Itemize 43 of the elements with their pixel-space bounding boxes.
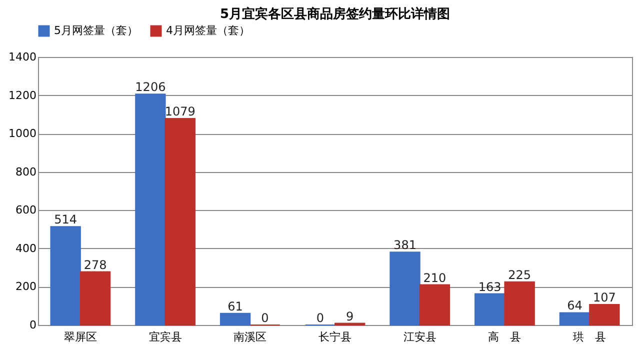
x-tick-label: 翠屏区	[64, 330, 97, 344]
data-label: 1079	[164, 104, 196, 118]
x-tick-label: 长宁县	[318, 330, 352, 344]
data-label: 9	[346, 309, 354, 324]
bar	[474, 293, 506, 326]
data-label: 64	[567, 298, 582, 313]
data-label: 0	[316, 311, 324, 325]
data-label: 514	[54, 212, 78, 227]
x-tick-label: 江安县	[403, 330, 436, 344]
bar	[135, 94, 166, 326]
data-label: 225	[508, 268, 532, 282]
bar	[50, 226, 81, 326]
data-label: 278	[84, 258, 107, 272]
bar	[504, 281, 535, 326]
legend-label: 5月网签量（套）	[54, 24, 138, 37]
bar	[80, 271, 111, 326]
bar	[559, 312, 590, 326]
data-label: 61	[228, 299, 243, 314]
bar	[164, 118, 196, 326]
data-label: 210	[423, 270, 446, 285]
chart-title: 5月宜宾各区县商品房签约量环比详情图	[220, 6, 450, 22]
data-label: 107	[592, 290, 616, 305]
x-tick-label: 南溪区	[234, 330, 267, 344]
bar	[589, 304, 620, 326]
bar	[419, 284, 450, 326]
y-tick-label: 600	[16, 204, 36, 217]
x-tick-label: 宜宾县	[148, 330, 182, 344]
legend-label: 4月网签量（套）	[166, 24, 250, 37]
y-tick-label: 1400	[8, 50, 36, 64]
x-tick-label: 珙 县	[573, 330, 606, 344]
y-tick-label: 0	[30, 318, 36, 332]
y-tick-label: 800	[16, 165, 36, 178]
data-label: 163	[478, 280, 502, 294]
bar	[390, 252, 420, 326]
bar	[220, 312, 251, 326]
y-tick-label: 200	[16, 280, 36, 294]
x-tick-label: 高 县	[488, 330, 522, 344]
y-tick-label: 1000	[8, 127, 36, 140]
y-tick-label: 400	[16, 242, 36, 255]
data-label: 0	[261, 311, 269, 325]
y-tick-label: 1200	[8, 88, 36, 102]
data-label: 381	[394, 238, 416, 252]
data-label: 1206	[135, 80, 166, 94]
